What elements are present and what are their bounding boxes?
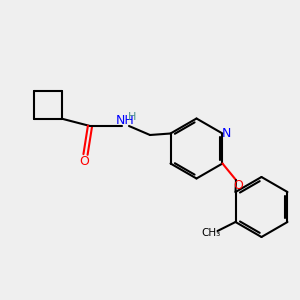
Text: N: N <box>221 127 231 140</box>
Text: NH: NH <box>116 114 134 127</box>
Text: O: O <box>233 179 243 192</box>
Text: CH₃: CH₃ <box>201 227 220 238</box>
Text: O: O <box>79 154 89 168</box>
Text: H: H <box>128 112 136 122</box>
